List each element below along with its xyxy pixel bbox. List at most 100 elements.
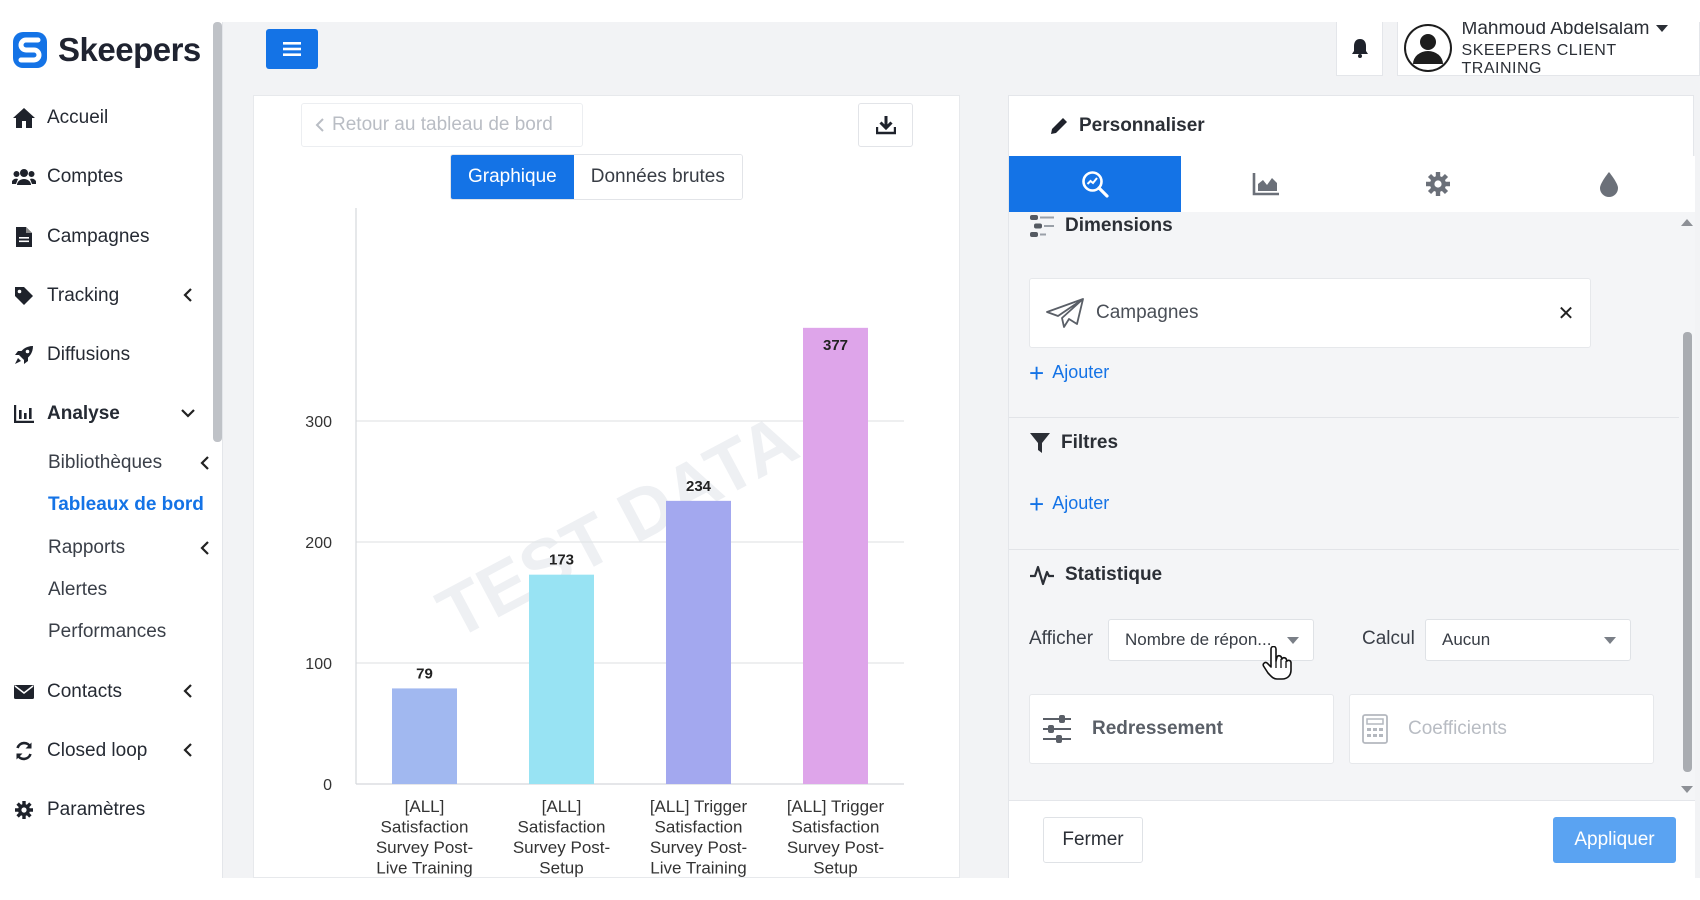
sidebar-item-diffusions[interactable]: Diffusions [0, 335, 210, 375]
home-icon [11, 107, 37, 129]
back-to-dashboard-button[interactable]: Retour au tableau de bord [301, 103, 583, 147]
dimension-chip-label: Campagnes [1096, 302, 1199, 323]
bar [529, 574, 594, 784]
dimensions-title: Dimensions [1029, 214, 1173, 238]
data-label: 79 [416, 665, 433, 682]
sidebar-item-label: Paramètres [47, 799, 146, 820]
close-icon[interactable]: ✕ [1557, 302, 1575, 325]
hand-pointer-cursor-icon [1262, 646, 1292, 680]
sidebar: Skeepers Accueil Comptes Campagnes Track [0, 22, 223, 878]
dimensions-section: Dimensions Campagnes ✕ + Ajouter [1009, 212, 1679, 417]
gear-icon [1425, 172, 1450, 196]
download-button[interactable] [858, 103, 913, 147]
tab-graphique[interactable]: Graphique [451, 155, 574, 199]
sidebar-item-label: Contacts [47, 681, 122, 702]
plus-icon: + [1029, 488, 1045, 519]
sidebar-item-label: Closed loop [47, 740, 148, 761]
data-label: 377 [823, 337, 848, 354]
display-select-value: Nombre de répon... [1125, 630, 1272, 649]
sidebar-item-label: Campagnes [47, 226, 150, 247]
calculator-icon [1362, 714, 1388, 744]
sidebar-scrollbar[interactable] [213, 22, 222, 442]
menu-toggle-button[interactable] [266, 29, 318, 69]
chevron-left-icon [183, 684, 192, 698]
sidebar-subitem-bibliotheques[interactable]: Bibliothèques [48, 446, 213, 480]
view-toggle: Graphique Données brutes [450, 154, 743, 200]
x-tick-label: [ALL] Trigger Satisfaction Survey Post-Liv… [650, 797, 748, 878]
sidebar-item-comptes[interactable]: Comptes [0, 157, 210, 197]
sidebar-item-closed-loop[interactable]: Closed loop [0, 731, 210, 771]
sidebar-item-contacts[interactable]: Contacts [0, 672, 210, 712]
sync-icon [11, 741, 37, 761]
customize-scrollbar[interactable] [1679, 212, 1695, 800]
customize-panel: Personnaliser Dimensions [1008, 95, 1695, 878]
display-select[interactable]: Nombre de répon... [1108, 619, 1314, 661]
statistic-section: Statistique Afficher Nombre de répon... … [1009, 550, 1679, 800]
scroll-down-icon [1681, 786, 1693, 793]
user-avatar-icon [1406, 26, 1450, 70]
coefficients-card[interactable]: Coefficients [1349, 694, 1654, 764]
x-tick-label: [ALL] Satisfaction Survey Post-Live Traini… [376, 797, 473, 878]
sidebar-subitem-rapports[interactable]: Rapports [48, 531, 213, 565]
caret-down-icon [1287, 637, 1299, 644]
sidebar-item-campagnes[interactable]: Campagnes [0, 217, 210, 257]
add-dimension-link[interactable]: + Ajouter [1029, 357, 1110, 388]
sidebar-item-parametres[interactable]: Paramètres [0, 790, 210, 830]
scrollbar-thumb[interactable] [1683, 332, 1692, 772]
sliders-icon [1043, 715, 1071, 743]
drop-icon [1600, 172, 1619, 197]
pencil-icon [1051, 118, 1067, 134]
dimension-chip-campagnes[interactable]: Campagnes ✕ [1029, 278, 1591, 348]
user-menu[interactable]: Mahmoud Abdelsalam SKEEPERS CLIENT TRAIN… [1397, 22, 1700, 77]
filters-section: Filtres + Ajouter [1009, 418, 1679, 549]
envelope-icon [11, 684, 37, 700]
watermark: TEST DATA [425, 399, 810, 654]
close-button[interactable]: Fermer [1043, 817, 1143, 863]
skeepers-logo-icon [13, 32, 47, 68]
adjustment-card[interactable]: Redressement [1029, 694, 1334, 764]
area-chart-icon [1252, 173, 1280, 196]
sidebar-subitem-performances[interactable]: Performances [48, 615, 213, 649]
y-tick-label: 0 [323, 777, 332, 794]
chevron-left-icon [200, 456, 209, 470]
adjustment-label: Redressement [1092, 718, 1223, 739]
tag-icon [11, 286, 37, 306]
chevron-left-icon [183, 743, 192, 757]
back-label: Retour au tableau de bord [332, 114, 553, 135]
app-name: Skeepers [58, 31, 201, 68]
y-tick-label: 200 [305, 535, 332, 552]
notifications-button[interactable] [1336, 22, 1383, 76]
activity-icon [1030, 565, 1054, 586]
sidebar-item-analyse[interactable]: Analyse [0, 394, 210, 434]
app-logo[interactable]: Skeepers [10, 30, 201, 70]
search-chart-icon [1081, 171, 1109, 198]
user-name: Mahmoud Abdelsalam [1461, 22, 1650, 39]
display-label: Afficher [1029, 628, 1094, 649]
sidebar-subitem-label: Bibliothèques [48, 452, 163, 473]
chevron-down-icon [181, 409, 195, 418]
sidebar-subitem-label: Performances [48, 621, 167, 642]
sidebar-item-label: Diffusions [47, 344, 131, 365]
bar [666, 500, 731, 784]
chart-panel: Retour au tableau de bord Graphique Donn… [253, 95, 960, 878]
sidebar-subitem-tableaux-de-bord[interactable]: Tableaux de bord [48, 488, 213, 522]
rocket-icon [11, 345, 37, 365]
hamburger-icon [283, 42, 301, 56]
apply-button[interactable]: Appliquer [1553, 817, 1676, 863]
chevron-left-icon [200, 541, 209, 555]
add-filter-link[interactable]: + Ajouter [1029, 488, 1110, 519]
sidebar-subitem-label: Rapports [48, 537, 126, 558]
calc-select[interactable]: Aucun [1425, 619, 1631, 661]
sidebar-item-tracking[interactable]: Tracking [0, 276, 210, 316]
tab-settings[interactable] [1352, 156, 1524, 212]
statistic-title: Statistique [1029, 564, 1162, 586]
tab-chart-type[interactable] [1180, 156, 1352, 212]
user-organization: SKEEPERS CLIENT TRAINING [1461, 42, 1617, 77]
sidebar-item-accueil[interactable]: Accueil [0, 98, 210, 138]
tab-data-source[interactable] [1009, 156, 1181, 212]
tab-donnees-brutes[interactable]: Données brutes [573, 155, 742, 199]
tab-colors[interactable] [1523, 156, 1695, 212]
sidebar-subitem-alertes[interactable]: Alertes [48, 573, 213, 607]
plus-icon: + [1029, 357, 1045, 388]
caret-down-icon [1604, 637, 1616, 644]
